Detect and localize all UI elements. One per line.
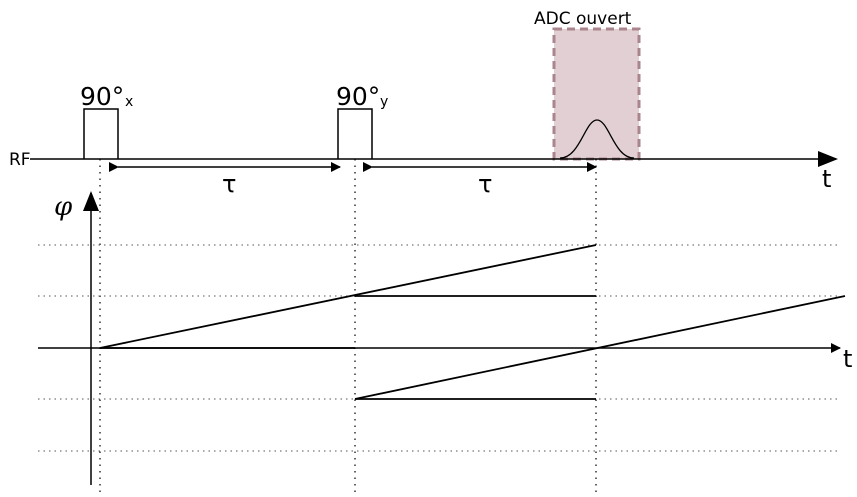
pulse-90x-label: 90° [80,82,124,111]
phase-axis-label: φ [54,192,73,222]
pulse-90y-label: 90° [336,82,380,111]
tau2-label: τ [478,170,492,198]
tau1-label: τ [222,170,236,198]
phase-traces [99,244,846,400]
ramp-1 [99,244,597,349]
phase-time-label: t [843,345,852,373]
rf-time-label: t [822,165,831,193]
adc-label: ADC ouvert [534,9,632,29]
pulse-90x-subscript: x [125,94,133,110]
adc-window [552,27,641,161]
pulse-90x [83,108,119,159]
ramp-2 [354,295,846,400]
rf-axis-label: RF [9,150,31,170]
vertical-guides [99,159,597,497]
pulse-90y [337,108,373,159]
echo-signal [559,119,635,159]
pulse-90y-subscript: y [380,94,388,110]
